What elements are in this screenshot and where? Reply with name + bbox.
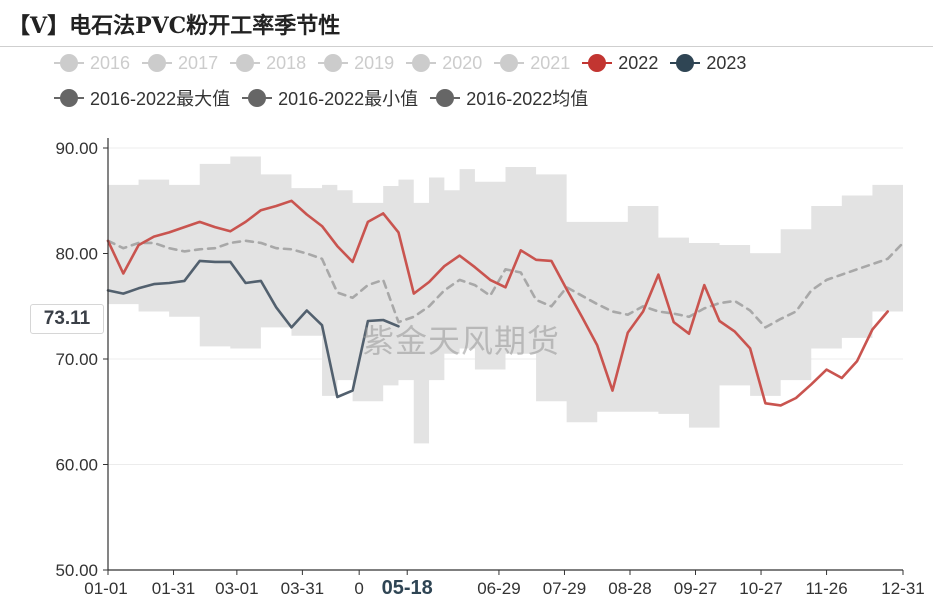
legend-label: 2021 — [530, 52, 571, 73]
legend-year-item-1[interactable]: 2017 — [142, 52, 218, 74]
legend-stat-item-1[interactable]: 2016-2022最小值 — [242, 85, 418, 111]
title-divider — [0, 46, 933, 47]
legend-year-item-5[interactable]: 2021 — [494, 52, 570, 74]
y-tick-label: 60.00 — [55, 456, 98, 475]
x-tick-label: 0 — [354, 579, 363, 598]
x-pointer-label: 05-18 — [382, 577, 433, 599]
min-max-range-band — [108, 156, 903, 444]
legend-marker-icon — [318, 52, 349, 74]
series-2022-line — [106, 199, 889, 407]
legend-label: 2022 — [618, 52, 659, 73]
legend-marker-icon — [242, 87, 273, 109]
legend-marker-icon — [54, 87, 84, 109]
legend-label: 2016 — [90, 52, 131, 73]
series-2023-line — [106, 259, 400, 399]
x-tick-label: 01-31 — [152, 579, 195, 598]
y-tick-label: 80.00 — [55, 245, 98, 264]
legend-stats: 2016-2022最大值 2016-2022最小值 2016-2022均值 — [54, 85, 600, 111]
legend-marker-icon — [494, 52, 525, 74]
legend-label: 2016-2022均值 — [466, 89, 589, 109]
legend-label: 2020 — [442, 52, 483, 73]
y-tick-label: 50.00 — [55, 561, 98, 580]
legend-marker-icon — [54, 52, 84, 74]
x-tick-label: 07-29 — [543, 579, 586, 598]
legend-marker-icon — [230, 52, 261, 74]
legend-marker-icon — [582, 52, 613, 74]
x-tick-label: 03-31 — [281, 579, 324, 598]
x-tick-label: 10-27 — [739, 579, 782, 598]
watermark: 紫金天风期货 — [362, 322, 561, 360]
x-tick-label: 12-31 — [881, 579, 924, 598]
legend-label: 2016-2022最大值 — [90, 89, 231, 109]
legend-marker-icon — [406, 52, 437, 74]
y-tick-label: 90.00 — [55, 139, 98, 158]
legend-label: 2018 — [266, 52, 307, 73]
legend-years: 2016 2017 2018 2019 2020 2021 2022 2023 — [54, 52, 758, 74]
legend-year-item-2[interactable]: 2018 — [230, 52, 306, 74]
x-tick-label: 09-27 — [674, 579, 717, 598]
x-tick-label: 11-26 — [805, 579, 847, 598]
legend-year-item-4[interactable]: 2020 — [406, 52, 482, 74]
legend-label: 2017 — [178, 52, 219, 73]
legend-year-item-0[interactable]: 2016 — [54, 52, 130, 74]
legend-label: 2019 — [354, 52, 395, 73]
x-tick-label: 01-01 — [84, 579, 127, 598]
mean-series-line — [106, 239, 905, 329]
legend-marker-icon — [430, 87, 461, 109]
legend-year-item-3[interactable]: 2019 — [318, 52, 394, 74]
legend-year-item-6[interactable]: 2022 — [582, 52, 658, 74]
legend-year-item-7[interactable]: 2023 — [670, 52, 746, 74]
legend-marker-icon — [670, 52, 701, 74]
y-tick-label: 70.00 — [55, 350, 98, 369]
x-tick-label: 06-29 — [477, 579, 520, 598]
legend-stat-item-0[interactable]: 2016-2022最大值 — [54, 85, 230, 111]
x-tick-label: 08-28 — [608, 579, 651, 598]
legend-marker-icon — [142, 52, 173, 74]
legend-label: 2023 — [706, 52, 747, 73]
x-tick-label: 03-01 — [215, 579, 258, 598]
pointer-value-badge: 73.11 — [30, 304, 104, 334]
legend-stat-item-2[interactable]: 2016-2022均值 — [430, 85, 588, 111]
legend-label: 2016-2022最小值 — [278, 89, 419, 109]
chart-title: 【V】电石法PVC粉开工率季节性 — [8, 13, 341, 39]
